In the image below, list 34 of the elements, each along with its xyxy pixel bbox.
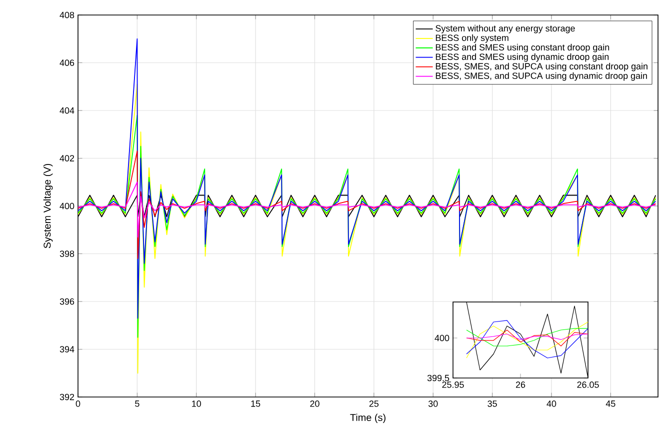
y-tick-label: 392 — [60, 394, 74, 400]
y-axis-title: System Voltage (V) — [43, 164, 53, 248]
legend-label: BESS only system — [436, 34, 508, 43]
y-tick-label: 406 — [60, 60, 74, 66]
legend-label: BESS, SMES, and SUPCA using constant droop gain — [436, 62, 648, 72]
y-tick-label: 398 — [60, 250, 74, 257]
y-tick-label: 408 — [60, 12, 74, 18]
x-tick-label: 40 — [546, 400, 556, 407]
x-tick-label: 10 — [192, 400, 202, 407]
x-tick-label: 5 — [135, 400, 140, 407]
legend-label: System without any energy storage — [436, 24, 575, 34]
x-tick-label: 0 — [76, 400, 80, 407]
line-series — [78, 150, 656, 259]
y-tick-label: 394 — [60, 346, 74, 352]
x-tick-label: 35 — [488, 400, 497, 407]
y-tick-label: 402 — [60, 155, 74, 162]
x-tick-label: 20 — [310, 400, 320, 407]
legend-label: BESS, SMES, and SUPCA using dynamic droop gain — [436, 72, 647, 81]
x-axis-title: Time (s) — [350, 414, 386, 423]
x-tick-label: 45 — [606, 400, 616, 407]
x-tick-label: 25.95 — [442, 382, 464, 388]
x-tick-label: 15 — [251, 400, 260, 407]
legend-label: BESS and SMES using dynamic droop gain — [436, 53, 609, 62]
y-tick-label: 400 — [434, 334, 450, 342]
y-tick-label: 399.5 — [427, 374, 450, 382]
x-tick-label: 26.05 — [577, 382, 599, 388]
legend-label: BESS and SMES using constant droop gain — [436, 44, 610, 52]
x-tick-label: 30 — [428, 400, 438, 407]
line-series — [78, 182, 656, 238]
y-tick-label: 400 — [60, 202, 74, 210]
x-tick-label: 25 — [369, 400, 379, 407]
y-tick-label: 396 — [60, 298, 74, 305]
x-tick-label: 26 — [516, 382, 526, 388]
y-tick-label: 404 — [60, 107, 74, 114]
